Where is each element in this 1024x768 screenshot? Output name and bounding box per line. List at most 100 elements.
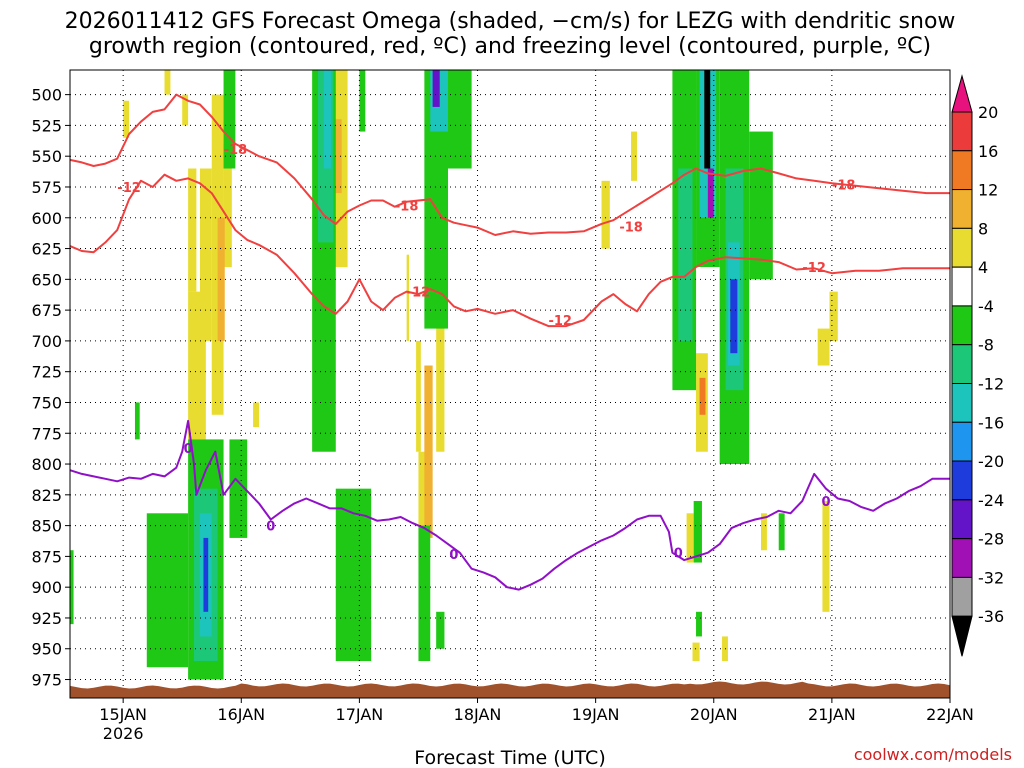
omega-cell	[631, 131, 637, 181]
colorbar-tick-label: -16	[978, 413, 1004, 432]
omega-cell	[761, 513, 767, 551]
y-tick-label: 575	[31, 178, 62, 197]
omega-cell	[182, 94, 189, 126]
colorbar-tick-label: 4	[978, 258, 988, 277]
contour-label: 0	[821, 495, 830, 510]
y-tick-label: 975	[31, 671, 62, 690]
omega-cell	[418, 525, 431, 662]
colorbar-bin	[951, 460, 973, 501]
omega-cell	[707, 168, 714, 218]
contour-layer: -12 -12 -12 -12 -18 -18 -18 -18 0 0 0 0 0	[69, 93, 950, 591]
terrain-layer	[70, 681, 950, 698]
omega-shading-layer	[70, 70, 838, 680]
omega-cell	[686, 513, 694, 563]
contour-label: 0	[266, 520, 275, 535]
colorbar-bin	[951, 189, 973, 229]
colorbar-bin	[951, 150, 973, 191]
omega-cell	[223, 143, 232, 268]
colorbar-tick-label: -8	[978, 336, 994, 355]
colorbar-bottom-cap	[951, 615, 973, 657]
contour-label: -18	[224, 143, 248, 158]
contour-label: -12	[802, 261, 826, 276]
omega-cell	[778, 513, 785, 551]
omega-cell	[229, 439, 248, 538]
colorbar-bin	[951, 266, 973, 307]
omega-cell	[406, 254, 410, 341]
y-tick-label: 525	[31, 116, 62, 135]
x-axis-title: Forecast Time (UTC)	[414, 747, 605, 768]
y-tick-label: 625	[31, 240, 62, 259]
y-tick-label: 675	[31, 301, 62, 320]
omega-cell	[416, 340, 421, 452]
colorbar-tick-label: 16	[978, 142, 998, 161]
y-tick-label: 850	[31, 517, 62, 536]
omega-cell	[335, 488, 372, 662]
y-tick-label: 500	[31, 86, 62, 105]
x-tick-label: 20JAN	[690, 705, 738, 724]
omega-cell	[424, 365, 433, 538]
contour-label: 0	[674, 547, 683, 562]
omega-cell	[704, 70, 711, 169]
omega-cell	[749, 131, 773, 280]
terrain-fill	[70, 681, 950, 698]
omega-cell	[722, 636, 728, 662]
y-tick-label: 950	[31, 640, 62, 659]
y-tick-label: 925	[31, 609, 62, 628]
y-tick-label: 800	[31, 455, 62, 474]
omega-cell	[432, 70, 440, 107]
colorbar-tick-label: -36	[978, 607, 1004, 626]
omega-cell	[123, 100, 130, 138]
x-tick-label: 15JAN	[99, 705, 147, 724]
omega-cell	[203, 537, 209, 612]
y-tick-label: 900	[31, 578, 62, 597]
colorbar-bin	[951, 227, 973, 268]
colorbar-bin	[951, 111, 973, 152]
y-tick-label: 775	[31, 424, 62, 443]
y-tick-label: 825	[31, 486, 62, 505]
omega-cell	[424, 168, 448, 329]
x-axis: 15JAN 16JAN 17JAN 18JAN 19JAN 20JAN 21JAN 22JAN…	[99, 698, 974, 743]
plot-frame	[69, 69, 951, 699]
omega-cell	[696, 611, 702, 637]
chart-title-line2: growth region (contoured, red, ºC) and f…	[89, 34, 931, 59]
contour-label: -18	[395, 199, 419, 214]
y-tick-label: 650	[31, 270, 62, 289]
colorbar-bin	[951, 538, 973, 578]
contour-label: -12	[117, 181, 141, 196]
chart-title-line1: 2026011412 GFS Forecast Omega (shaded, −…	[65, 9, 956, 34]
omega-cell	[333, 119, 342, 194]
colorbar-bin	[951, 305, 973, 346]
colorbar-bin	[951, 576, 973, 617]
omega-cell	[323, 70, 332, 169]
omega-cell	[199, 168, 212, 341]
omega-cell	[692, 642, 700, 662]
colorbar-tick-label: -24	[978, 491, 1004, 510]
x-tick-label: 21JAN	[808, 705, 856, 724]
colorbar-bin	[951, 383, 973, 423]
y-tick-label: 875	[31, 547, 62, 566]
omega-cell	[223, 70, 236, 169]
y-tick-label: 725	[31, 363, 62, 382]
omega-cell	[678, 168, 693, 341]
y-tick-label: 550	[31, 147, 62, 166]
x-tick-label: 22JAN	[926, 705, 974, 724]
contour-label: 0	[449, 548, 458, 563]
contour-label: -12	[407, 286, 431, 301]
colorbar-tick-label: -4	[978, 297, 994, 316]
omega-cell	[693, 500, 702, 563]
colorbar-tick-label: 20	[978, 103, 998, 122]
y-tick-label: 600	[31, 209, 62, 228]
omega-cell	[217, 217, 225, 341]
grid-layer	[70, 70, 951, 698]
credit-text: coolwx.com/models	[854, 745, 1012, 764]
y-tick-label: 750	[31, 393, 62, 412]
omega-cell	[134, 402, 140, 440]
colorbar-bin	[951, 499, 973, 540]
colorbar-bin	[951, 344, 973, 385]
omega-cell	[146, 513, 189, 668]
y-axis: 500 525 550 575 600 625 650 675 700 725 750 775 800 8…	[31, 86, 70, 690]
x-tick-sublabel: 2026	[103, 724, 144, 743]
contour-line--12	[69, 173, 950, 328]
colorbar-tick-label: -32	[978, 568, 1004, 587]
